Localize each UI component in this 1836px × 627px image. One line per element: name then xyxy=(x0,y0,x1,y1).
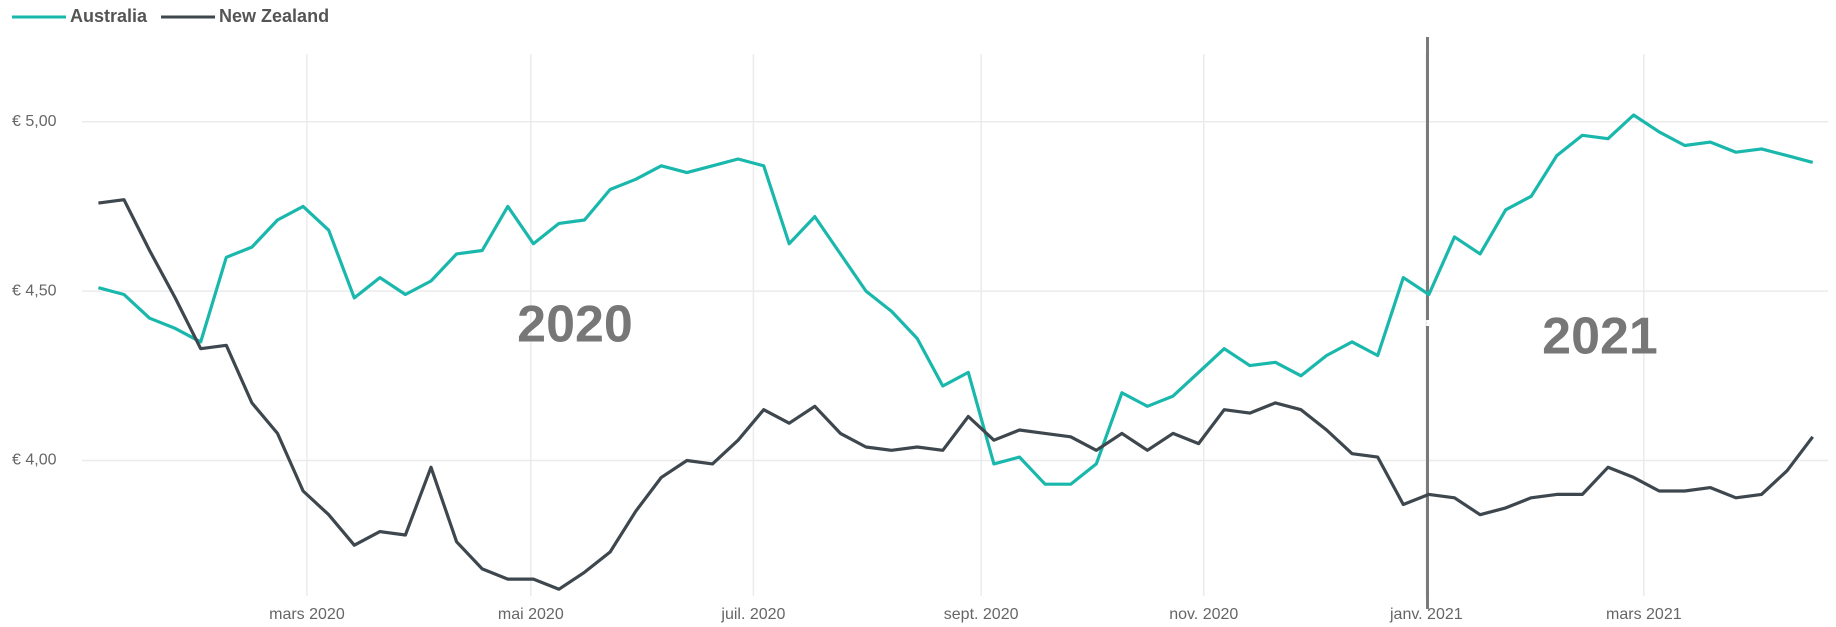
legend-label: Australia xyxy=(70,6,148,26)
x-tick-label: mars 2021 xyxy=(1606,606,1682,623)
series-line xyxy=(98,198,1814,591)
x-tick-label: juil. 2020 xyxy=(720,606,785,623)
y-tick-label: € 4,50 xyxy=(12,282,57,299)
x-tick-label: mars 2020 xyxy=(269,606,345,623)
series-line xyxy=(97,113,1814,486)
period-label: 2020 xyxy=(517,296,633,354)
x-tick-label: nov. 2020 xyxy=(1169,606,1238,623)
y-tick-label: € 5,00 xyxy=(12,113,57,130)
legend-label: New Zealand xyxy=(219,6,329,26)
x-tick-label: mai 2020 xyxy=(498,606,564,623)
x-tick-label: janv. 2021 xyxy=(1389,606,1463,623)
x-tick-label: sept. 2020 xyxy=(944,606,1019,623)
y-tick-label: € 4,00 xyxy=(12,452,57,469)
period-label: 2021 xyxy=(1542,308,1658,366)
